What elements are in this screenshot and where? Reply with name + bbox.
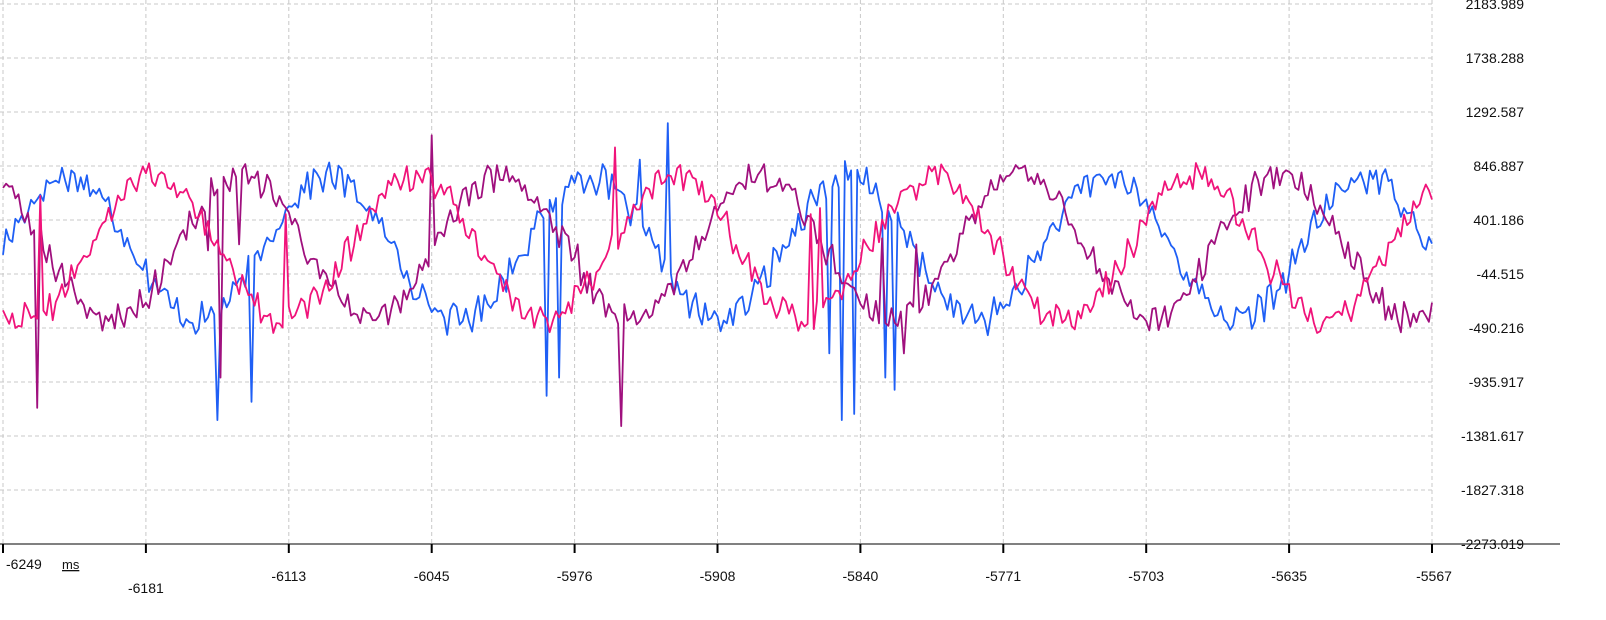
series-group (2, 122, 1433, 427)
x-unit-label: ms (62, 557, 80, 572)
y-tick-label: -935.917 (1469, 374, 1524, 390)
y-tick-label: 401.186 (1473, 212, 1524, 228)
y-axis: 2183.989 1738.288 1292.587 846.887 401.186 -4… (1461, 0, 1524, 552)
y-tick-label: -2273.019 (1461, 536, 1524, 552)
x-tick-label: -5771 (985, 568, 1021, 584)
x-tick-label: -5976 (557, 568, 593, 584)
y-tick-label: -1827.318 (1461, 482, 1524, 498)
y-tick-label: 1738.288 (1466, 50, 1525, 66)
y-tick-label: -1381.617 (1461, 428, 1524, 444)
x-tick-label: -5635 (1271, 568, 1307, 584)
x-tick-label: -6181 (128, 580, 164, 596)
y-tick-label: 846.887 (1473, 158, 1524, 174)
x-axis: -6249 -6181 -6113 -6045 -5976 -5908 -5840 -5771… (0, 543, 1560, 596)
x-tick-label: -5908 (700, 568, 736, 584)
y-tick-label: 2183.989 (1466, 0, 1525, 12)
y-tick-label: -490.216 (1469, 320, 1524, 336)
series-line (2, 146, 1433, 334)
gridlines (0, 0, 1433, 544)
y-tick-label: -44.515 (1477, 266, 1525, 282)
y-tick-label: 1292.587 (1466, 104, 1525, 120)
x-tick-label: -5567 (1416, 568, 1452, 584)
x-tick-label: -5840 (842, 568, 878, 584)
x-tick-label: -6045 (414, 568, 450, 584)
x-tick-label: -6113 (271, 568, 306, 584)
x-tick-label: -5703 (1128, 568, 1164, 584)
series-line (2, 122, 1433, 421)
x-tick-label: -6249 (6, 556, 42, 572)
